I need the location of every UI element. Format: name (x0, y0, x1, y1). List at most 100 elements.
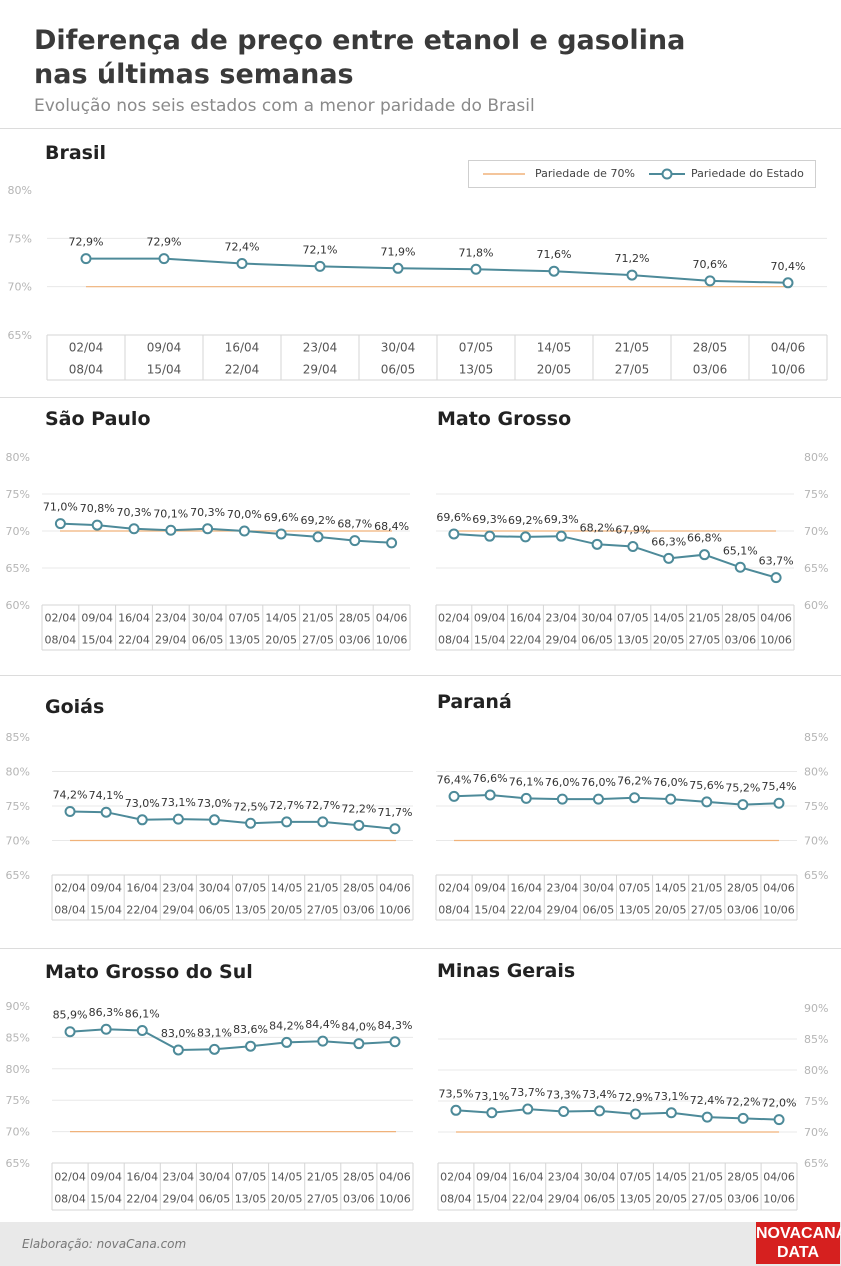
data-point (349, 535, 361, 547)
data-point (386, 537, 398, 549)
y-tick-label: 60% (804, 599, 828, 612)
y-tick-label: 70% (804, 835, 828, 848)
series-line (60, 522, 392, 544)
data-point (627, 541, 639, 553)
data-label: 72,5% (233, 800, 268, 813)
data-label: 68,7% (337, 518, 372, 531)
week-start-label: 21/05 (691, 1171, 723, 1184)
week-end-label: 27/05 (691, 1193, 723, 1206)
week-start-label: 30/04 (583, 882, 615, 895)
data-point (389, 1036, 401, 1048)
week-end-label: 06/05 (192, 634, 224, 647)
data-label: 76,6% (473, 772, 508, 785)
week-start-label: 21/05 (691, 882, 723, 895)
week-start-label: 30/04 (581, 612, 613, 625)
data-label: 72,4% (225, 240, 260, 253)
week-end-label: 13/05 (235, 1193, 267, 1206)
data-point (448, 528, 460, 540)
y-tick-label: 85% (804, 731, 828, 744)
week-start-label: 28/05 (693, 341, 728, 355)
week-end-label: 29/04 (548, 1193, 580, 1206)
week-end-label: 20/05 (271, 1193, 303, 1206)
y-tick-label: 85% (804, 1033, 828, 1046)
data-point (172, 1044, 184, 1056)
week-end-label: 08/04 (69, 363, 104, 377)
week-start-label: 02/04 (438, 612, 470, 625)
y-tick-label: 80% (6, 1063, 30, 1076)
y-tick-label: 65% (6, 1157, 30, 1170)
week-end-label: 06/05 (584, 1193, 616, 1206)
data-label: 70,0% (227, 508, 262, 521)
data-point (629, 792, 641, 804)
data-label: 75,2% (725, 782, 760, 795)
data-label: 84,2% (269, 1019, 304, 1032)
week-start-label: 30/04 (199, 1171, 231, 1184)
data-point (548, 265, 560, 277)
chart-minas-gerais: 90% 85% 80% 75% 70% 65% 02/04 09/04 16/04 23/04 30… (437, 1002, 828, 1211)
week-end-label: 22/04 (225, 363, 260, 377)
reference-legend-swatch (483, 173, 525, 175)
week-start-label: 09/04 (147, 341, 182, 355)
data-point (158, 253, 170, 265)
week-end-label: 29/04 (162, 904, 194, 917)
week-end-label: 06/05 (199, 904, 231, 917)
week-start-label: 07/05 (235, 1171, 267, 1184)
novacana-data-logo: NOVACANA DATA (756, 1222, 841, 1264)
data-point (389, 823, 401, 835)
week-end-label: 27/05 (302, 634, 334, 647)
week-start-label: 14/05 (655, 882, 687, 895)
chart-title-goias: Goiás (45, 696, 105, 718)
data-point (594, 1105, 606, 1117)
data-point (172, 813, 184, 825)
data-point (353, 819, 365, 831)
data-point (245, 1040, 257, 1052)
y-tick-label: 65% (6, 562, 30, 575)
week-start-label: 14/05 (537, 341, 572, 355)
data-label: 70,8% (80, 502, 115, 515)
week-end-label: 08/04 (45, 634, 77, 647)
data-label: 69,6% (264, 511, 299, 524)
data-label: 73,4% (582, 1088, 617, 1101)
data-point (80, 253, 92, 265)
series-legend-swatch (649, 168, 685, 180)
data-point (208, 814, 220, 826)
data-point (626, 269, 638, 281)
week-end-label: 22/04 (510, 904, 542, 917)
week-end-label: 06/05 (381, 363, 416, 377)
week-start-label: 07/05 (619, 882, 651, 895)
data-point (520, 531, 531, 543)
chart-title-mato-grosso: Mato Grosso (437, 408, 572, 430)
data-label: 71,7% (377, 806, 412, 819)
data-label: 72,1% (303, 243, 338, 256)
week-end-label: 22/04 (126, 904, 158, 917)
data-label: 86,1% (125, 1007, 160, 1020)
week-start-label: 04/06 (763, 1171, 795, 1184)
data-point (522, 1103, 534, 1115)
data-point (317, 1035, 329, 1047)
footer-credit: Elaboração: novaCana.com (22, 1237, 187, 1251)
data-label: 70,3% (117, 506, 152, 519)
week-start-label: 04/06 (771, 341, 806, 355)
data-label: 68,2% (580, 521, 615, 534)
logo-line-1: NOVACANA (756, 1225, 841, 1242)
week-end-label: 27/05 (307, 904, 339, 917)
y-tick-label: 70% (6, 525, 30, 538)
section-divider (0, 397, 841, 398)
chart-title-minas-gerais: Minas Gerais (437, 960, 576, 982)
data-point (314, 260, 326, 272)
series-line (454, 793, 780, 806)
week-start-label: 02/04 (440, 1171, 472, 1184)
week-end-label: 20/05 (265, 634, 297, 647)
y-tick-label: 80% (804, 451, 828, 464)
data-point (281, 1036, 293, 1048)
data-point (353, 1038, 365, 1050)
week-end-label: 13/05 (620, 1193, 652, 1206)
data-label: 84,3% (377, 1019, 412, 1032)
week-start-label: 09/04 (81, 612, 113, 625)
data-point (470, 263, 482, 275)
series-line (69, 810, 395, 830)
data-point (64, 1026, 76, 1038)
data-label: 84,0% (341, 1021, 376, 1034)
data-point (592, 793, 604, 805)
data-label: 69,6% (436, 511, 471, 524)
